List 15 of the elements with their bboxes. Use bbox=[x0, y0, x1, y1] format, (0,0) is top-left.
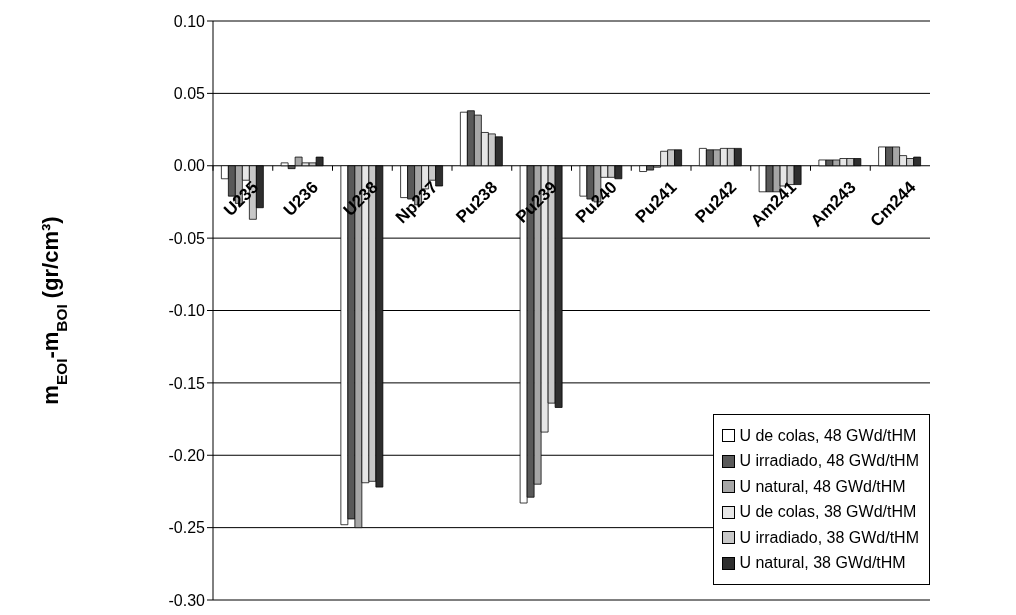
y-tick-label: -0.15 bbox=[168, 374, 206, 392]
y-tick-label: 0.00 bbox=[173, 157, 206, 175]
legend-label: U natural, 48 GWd/tHM bbox=[739, 477, 906, 496]
legend-label: U natural, 38 GWd/tHM bbox=[739, 554, 906, 573]
legend-label: U de colas, 48 GWd/tHM bbox=[739, 426, 917, 445]
legend-label: U irradiado, 38 GWd/tHM bbox=[739, 528, 919, 547]
y-tick-label: -0.30 bbox=[168, 591, 206, 609]
legend-label: U de colas, 38 GWd/tHM bbox=[739, 503, 917, 522]
y-tick-label: -0.10 bbox=[168, 302, 206, 320]
y-tick-label: 0.05 bbox=[173, 85, 206, 103]
y-tick-label: -0.05 bbox=[168, 229, 206, 247]
legend-label: U irradiado, 48 GWd/tHM bbox=[739, 452, 919, 471]
y-tick-label: -0.25 bbox=[168, 519, 206, 537]
y-tick-label: -0.20 bbox=[168, 446, 206, 464]
y-tick-label: 0.10 bbox=[173, 12, 206, 30]
